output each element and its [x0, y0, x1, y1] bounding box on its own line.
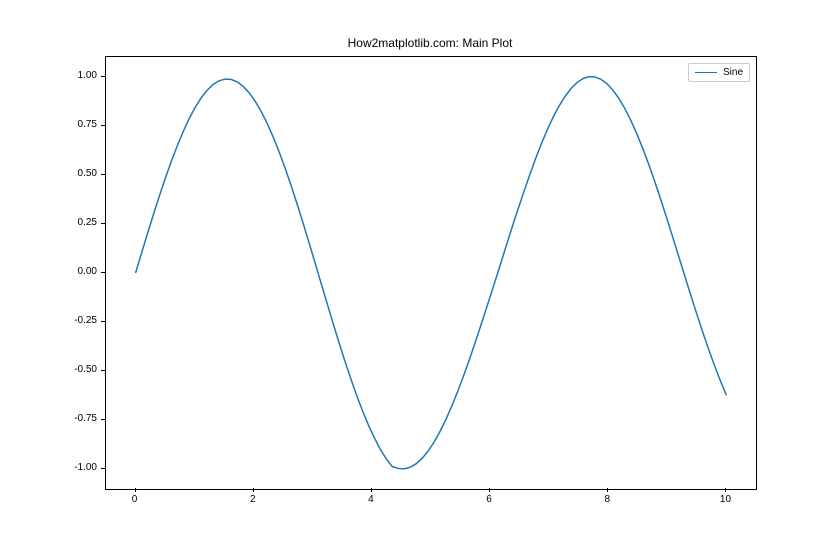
ytick-mark	[101, 223, 105, 224]
xtick-mark	[135, 488, 136, 492]
xtick-label: 6	[469, 494, 509, 505]
plot-svg	[106, 57, 756, 489]
series-line	[136, 77, 727, 469]
ytick-label: 1.00	[78, 70, 97, 81]
ytick-label: 0.25	[78, 217, 97, 228]
legend-label: Sine	[723, 67, 743, 78]
ytick-label: -1.00	[74, 462, 97, 473]
ytick-mark	[101, 272, 105, 273]
xtick-mark	[607, 488, 608, 492]
xtick-label: 2	[233, 494, 273, 505]
ytick-mark	[101, 370, 105, 371]
legend: Sine	[688, 63, 750, 82]
ytick-mark	[101, 468, 105, 469]
xtick-label: 8	[587, 494, 627, 505]
ytick-label: -0.25	[74, 315, 97, 326]
ytick-mark	[101, 76, 105, 77]
ytick-label: -0.75	[74, 413, 97, 424]
ytick-label: 0.50	[78, 168, 97, 179]
xtick-mark	[725, 488, 726, 492]
xtick-mark	[371, 488, 372, 492]
ytick-mark	[101, 419, 105, 420]
xtick-mark	[489, 488, 490, 492]
legend-swatch	[695, 72, 717, 73]
xtick-label: 4	[351, 494, 391, 505]
ytick-label: -0.50	[74, 364, 97, 375]
xtick-label: 10	[705, 494, 745, 505]
ytick-label: 0.75	[78, 119, 97, 130]
figure: How2matplotlib.com: Main Plot Sine 0 2 4 6 8…	[0, 0, 840, 560]
ytick-mark	[101, 321, 105, 322]
ytick-mark	[101, 174, 105, 175]
xtick-mark	[253, 488, 254, 492]
ytick-label: 0.00	[78, 266, 97, 277]
chart-title: How2matplotlib.com: Main Plot	[105, 36, 755, 50]
ytick-mark	[101, 125, 105, 126]
xtick-label: 0	[115, 494, 155, 505]
plot-area: Sine	[105, 56, 757, 490]
